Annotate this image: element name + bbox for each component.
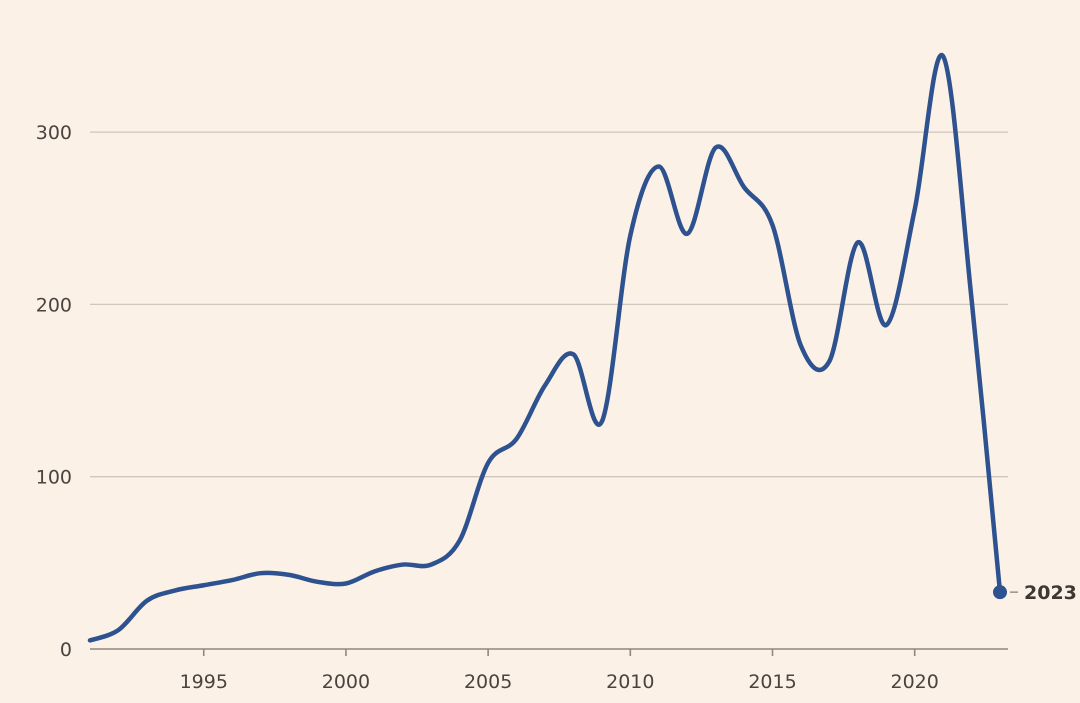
y-tick-label: 0 (60, 639, 72, 661)
x-tick-label: 2010 (606, 671, 654, 693)
x-tick-label: 2005 (464, 671, 512, 693)
x-tick-label: 2015 (748, 671, 796, 693)
series-line (87, 52, 1003, 643)
end-label: 2023 (1024, 582, 1077, 604)
x-tick-label: 2000 (322, 671, 370, 693)
end-point-marker (993, 585, 1007, 600)
y-tick-label: 100 (36, 467, 72, 489)
y-tick-label: 300 (36, 122, 72, 144)
y-tick-label: 200 (36, 294, 72, 316)
x-tick-label: 1995 (180, 671, 228, 693)
x-tick-label: 2020 (891, 671, 939, 693)
